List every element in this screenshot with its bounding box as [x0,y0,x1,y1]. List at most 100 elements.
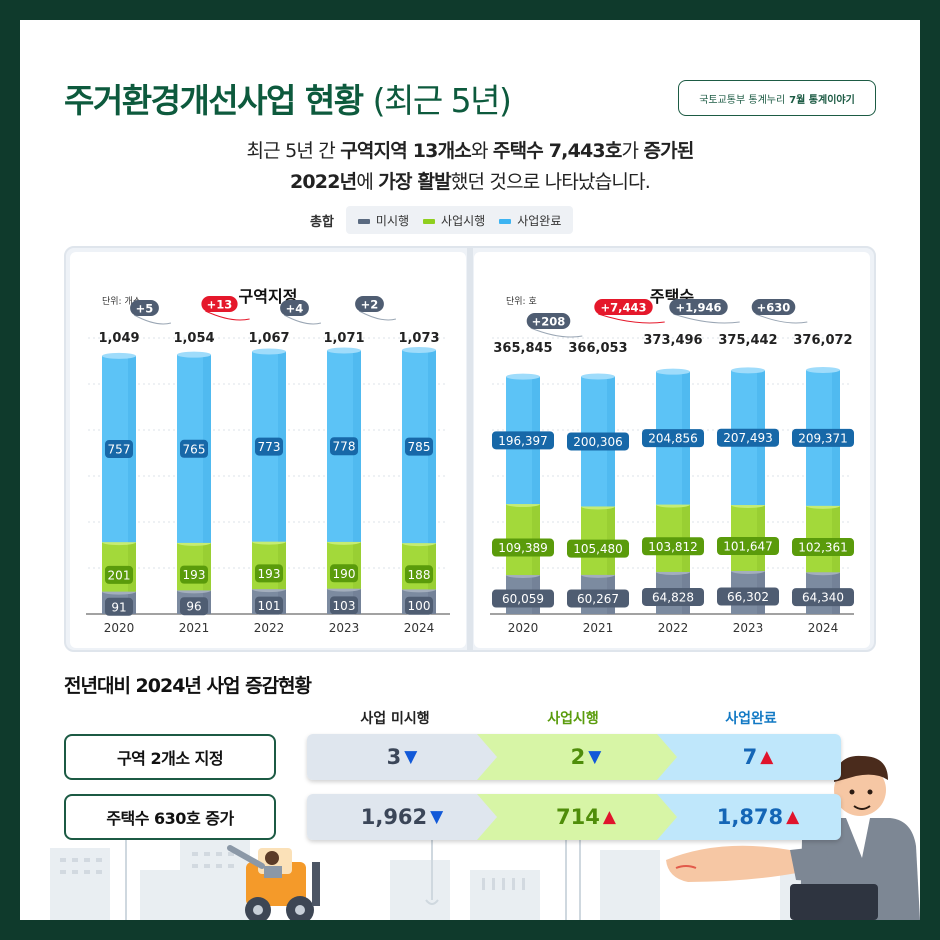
bar-value-badge [567,432,629,451]
change-badge-label: +1,946 [675,301,721,315]
bar-value-label: 190 [333,567,356,581]
bar-value-badge [255,596,283,615]
bar-value-badge [717,587,779,606]
title-main: 주거환경개선사업 현황 [64,81,364,120]
summary-highlight: 구역지역 13개소 [340,140,472,162]
bar-total-label: 1,054 [173,331,214,346]
bar-value-badge [792,588,854,607]
column-header-completed: 사업완료 [725,711,777,727]
bar-value-badge [792,428,854,447]
bar-value-label: 778 [333,440,356,454]
triangle-down-icon: ▼ [404,747,418,767]
x-tick-label: 2022 [658,621,689,635]
change-badge-label: +5 [136,302,154,316]
bar-segment-cap [581,373,615,380]
change-arrow [133,314,172,325]
change-arrow [358,310,397,321]
change-badge-label: +208 [532,315,566,329]
city-skyline-illustration [50,840,840,920]
bar-value-label: 193 [258,567,281,581]
source-badge: 국토교통부 통계누리 7월 통계이야기 [678,80,876,116]
change-arrow [283,314,322,325]
bar-value-label: 60,059 [502,592,544,606]
change-badge-label: +2 [361,298,379,312]
chart-unit-label: 단위: 호 [506,296,537,307]
bar-value-badge [642,537,704,556]
bar-value-label: 96 [186,600,201,614]
change-badge [130,300,159,316]
bar-value-label: 64,828 [652,590,694,604]
bar-value-badge [105,440,133,459]
bar-total-label: 375,442 [718,333,777,348]
summary-segment: 와 [470,140,493,162]
change-badge [280,300,309,316]
summary-segment: 가 [621,140,644,162]
chart-district: 구역지정 단위: 개소 91 201 757 2020 1,049 96 193 765 2021 1… [86,287,450,635]
comparison-cell-not-started: 1,962 ▼ [307,794,497,840]
bar-value-badge [405,596,433,615]
legend-item-completed: 사업완료 [499,212,561,229]
bar-segment-shade [278,541,286,590]
source-prefix: 국토교통부 통계누리 [699,94,786,106]
bar-total-label: 366,053 [568,341,627,356]
change-arrow [530,327,583,338]
column-header-not-started: 사업 미시행 [360,711,430,727]
bar-value-label: 109,389 [498,541,548,555]
summary-highlight: 증가된 [643,140,694,162]
bar-value-badge [717,428,779,447]
bar-total-label: 373,496 [643,333,702,348]
bar-value-badge [492,538,554,557]
bar-value-label: 757 [108,443,131,457]
comparison-cell-completed: 1,878 ▲ [657,794,841,840]
triangle-up-icon: ▲ [786,807,800,827]
bar-value-badge [105,565,133,584]
stacked-bar-charts: 구역지정 단위: 개소 91 201 757 2020 1,049 96 193 765 2021 1… [70,248,870,650]
triangle-down-icon: ▼ [430,807,444,827]
summary-line-1: 최근 5년 간 구역지역 13개소와 주택수 7,443호가 증가된 [20,136,920,167]
bar-total-label: 1,067 [248,331,289,346]
bar-value-label: 209,371 [798,431,848,445]
change-arrow [598,313,665,324]
summary-highlight: 주택수 7,443호 [492,140,622,162]
bar-value-label: 201 [108,568,131,582]
bar-value-label: 66,302 [727,590,769,604]
legend-items: 미시행 사업시행 사업완료 [345,206,574,234]
legend-label: 미시행 [375,213,410,228]
row-label-housing: 주택수 630호 증가 [64,794,276,840]
legend-title: 총합 [310,214,334,230]
summary-highlight: 가장 활발 [378,171,451,193]
bar-value-badge [642,587,704,606]
bar-segment-cap [656,368,690,375]
businessman-illustration [666,755,920,920]
bar-value-badge [717,537,779,556]
bar-value-label: 188 [408,568,431,582]
bar-value-badge [255,437,283,456]
bar-value-label: 204,856 [648,432,698,446]
summary-highlight: 2022년 [289,171,357,193]
legend-item-in-progress: 사업시행 [423,212,485,229]
bar-segment-shade [428,543,436,590]
summary-text: 최근 5년 간 구역지역 13개소와 주택수 7,443호가 증가된 2022년… [20,136,920,198]
bar-segment-cap [102,352,136,359]
bar-value-label: 765 [183,442,206,456]
x-tick-label: 2024 [404,621,435,635]
comparison-cell-not-started: 3 ▼ [307,734,497,780]
bar-total-label: 1,071 [323,331,364,346]
bar-segment-cap [506,373,540,380]
decoration-layer [50,755,920,920]
change-arrow [673,313,740,324]
bar-value-badge [180,439,208,458]
bar-total-label: 1,049 [98,331,139,346]
legend-item-not-started: 미시행 [357,212,410,229]
change-badge [594,299,653,315]
bar-value-badge [792,538,854,557]
bar-value-label: 101,647 [723,540,773,554]
comparison-row-housing: 1,878 ▲ 714 ▲ 1,962 ▼ [307,794,841,840]
change-badge [201,296,238,312]
change-badge [669,299,728,315]
comparison-value: 1,878 [716,805,784,829]
bar-total-label: 365,845 [493,341,552,356]
x-tick-label: 2021 [179,621,210,635]
bar-segment-shade [353,541,361,589]
